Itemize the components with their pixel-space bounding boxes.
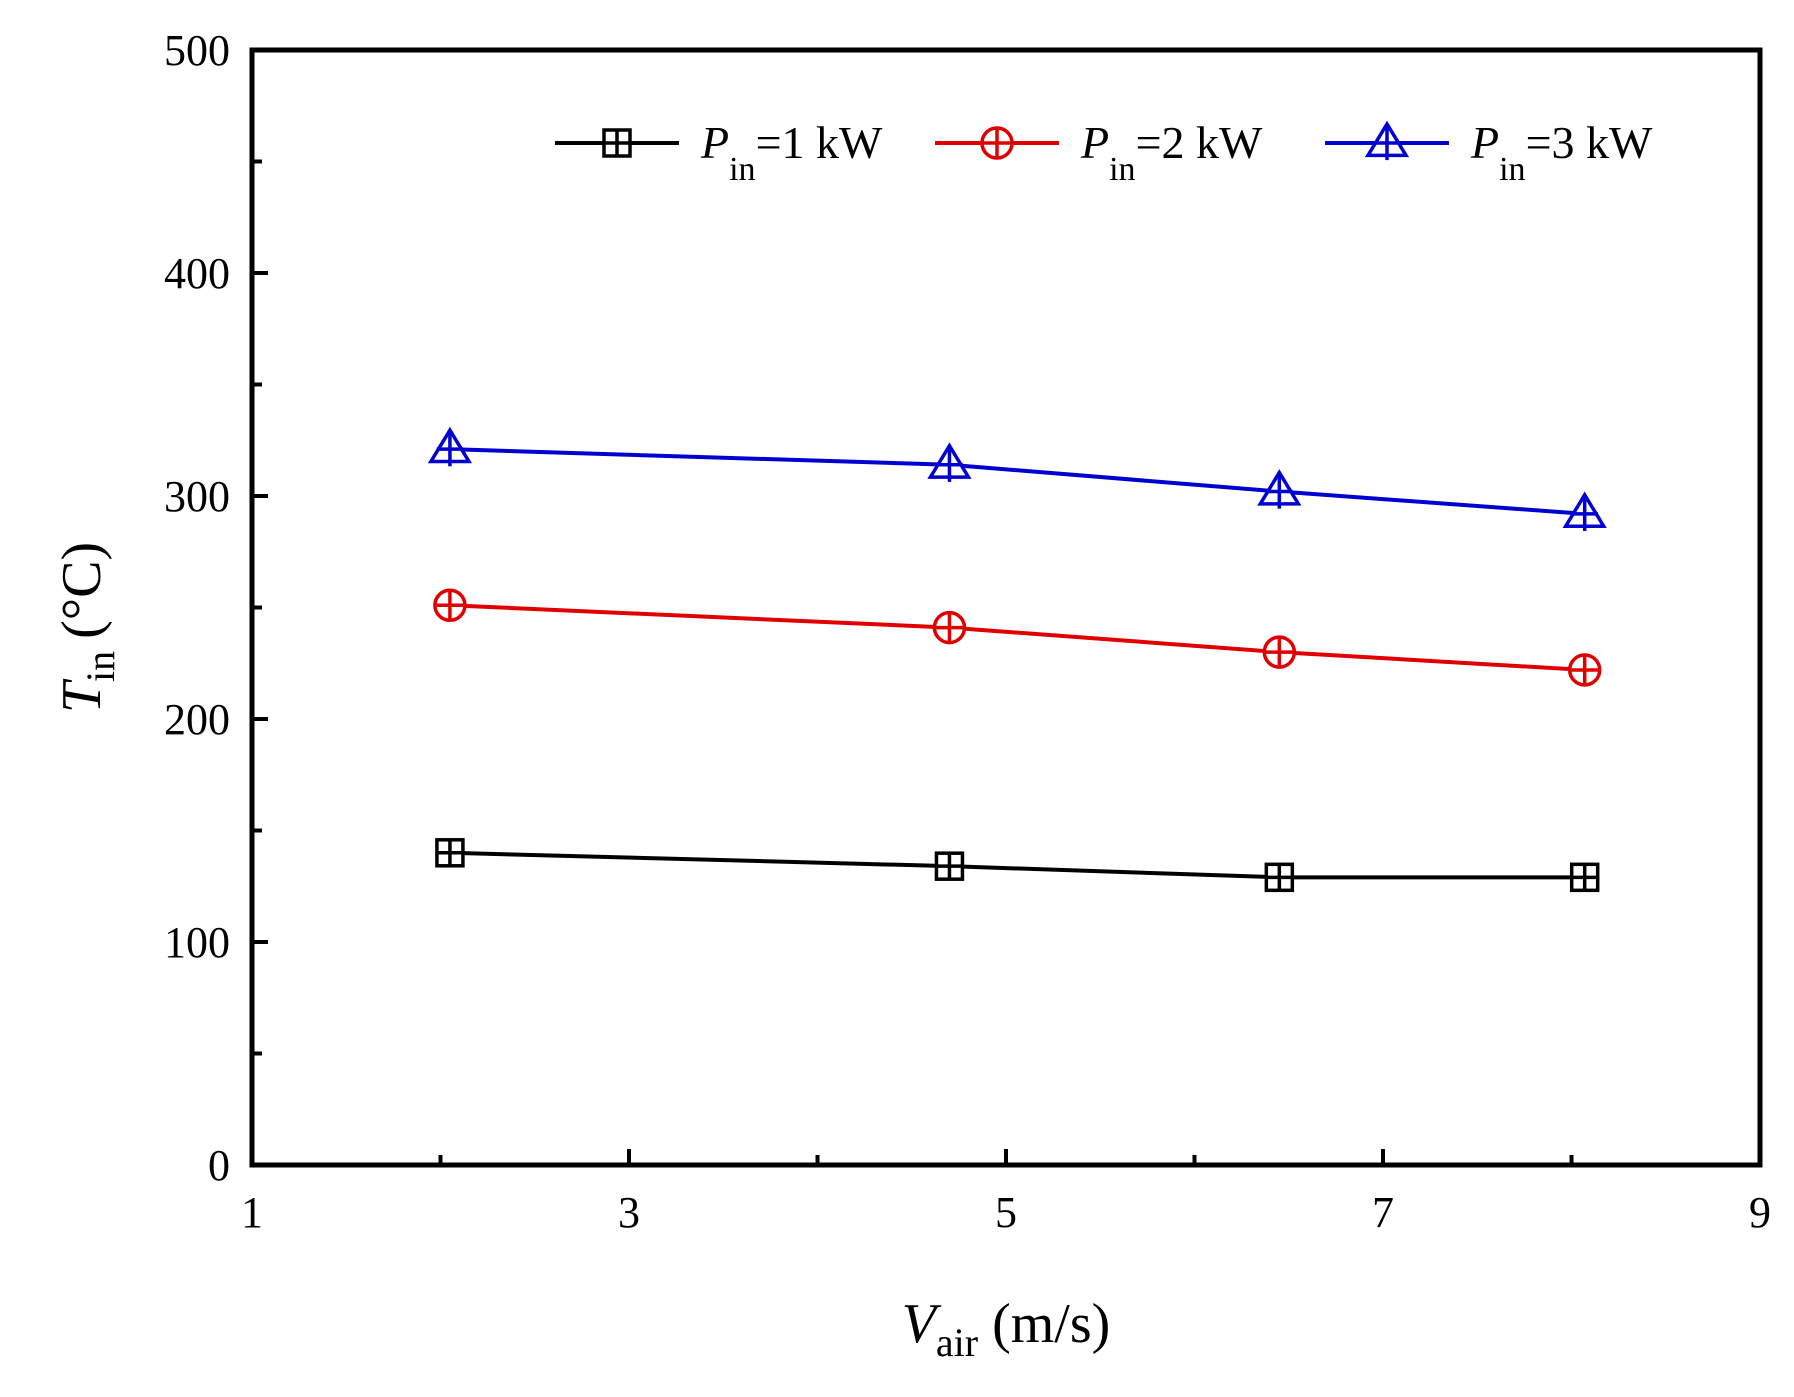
legend-item-2: Pin=2 kW	[935, 117, 1263, 188]
data-point-marker	[1257, 469, 1302, 509]
data-point-marker	[602, 128, 632, 158]
y-axis-title: Tin (°C)	[51, 542, 123, 713]
data-point-marker	[932, 610, 967, 645]
legend: Pin=1 kW Pin=2 kW Pin=3 kW	[555, 117, 1653, 188]
y-tick-label: 300	[164, 472, 230, 521]
x-tick-label: 5	[995, 1188, 1017, 1237]
data-point-marker	[1562, 491, 1607, 531]
series-layer	[427, 426, 1607, 893]
data-point-marker	[1567, 653, 1602, 687]
legend-label-main: P	[700, 117, 729, 168]
y-tick-label: 100	[164, 918, 230, 967]
x-tick-label: 3	[618, 1188, 640, 1237]
x-tick-label: 7	[1372, 1188, 1394, 1237]
legend-item-1: Pin=1 kW	[555, 117, 883, 188]
legend-item-3: Pin=3 kW	[1325, 117, 1653, 188]
y-tick-label: 200	[164, 695, 230, 744]
data-point-marker	[435, 838, 465, 868]
x-axis-title-unit: (m/s)	[992, 1293, 1110, 1355]
data-point-marker	[927, 442, 972, 482]
y-axis-title-unit: (°C)	[51, 542, 113, 639]
series-1	[435, 838, 1600, 893]
legend-label-rest: =1 kW	[756, 117, 883, 168]
y-axis-title-sub: in	[78, 651, 123, 682]
x-axis-title-sub: air	[936, 1320, 978, 1365]
legend-label-main: P	[1470, 117, 1499, 168]
legend-label: Pin=2 kW	[1080, 117, 1263, 188]
data-point-marker	[1569, 862, 1600, 893]
plot-frame	[249, 47, 1763, 1168]
data-point-marker	[433, 588, 467, 623]
legend-label: Pin=3 kW	[1470, 117, 1653, 188]
legend-label-rest: =3 kW	[1526, 117, 1653, 168]
y-tick-label: 400	[164, 249, 230, 298]
legend-label-sub: in	[1109, 151, 1135, 188]
data-point-marker	[934, 851, 965, 881]
legend-label-sub: in	[1499, 151, 1525, 188]
series-2	[433, 588, 1602, 687]
legend-label-rest: =2 kW	[1136, 117, 1263, 168]
series-3	[427, 426, 1607, 531]
legend-label-main: P	[1080, 117, 1109, 168]
legend-label-sub: in	[729, 151, 755, 188]
x-tick-label: 9	[1749, 1188, 1771, 1237]
data-point-marker	[1364, 120, 1410, 161]
legend-label: Pin=1 kW	[700, 117, 883, 188]
data-point-marker	[1262, 635, 1297, 669]
data-point-marker	[427, 426, 473, 467]
series-line	[449, 603, 1585, 672]
y-tick-label: 500	[164, 26, 230, 75]
axes-layer: 1 3 5 7 9 0 100 200 300 400 500	[164, 26, 1771, 1237]
series-line	[449, 850, 1585, 880]
x-axis-title-main: V	[902, 1293, 942, 1355]
x-tick-label: 1	[241, 1188, 263, 1237]
y-tick-label: 0	[208, 1141, 230, 1190]
data-point-marker	[980, 126, 1014, 160]
y-axis-title-main: T	[51, 678, 113, 713]
x-axis-title: Vair (m/s)	[902, 1293, 1111, 1365]
series-line	[449, 447, 1585, 516]
data-point-marker	[1264, 862, 1295, 893]
